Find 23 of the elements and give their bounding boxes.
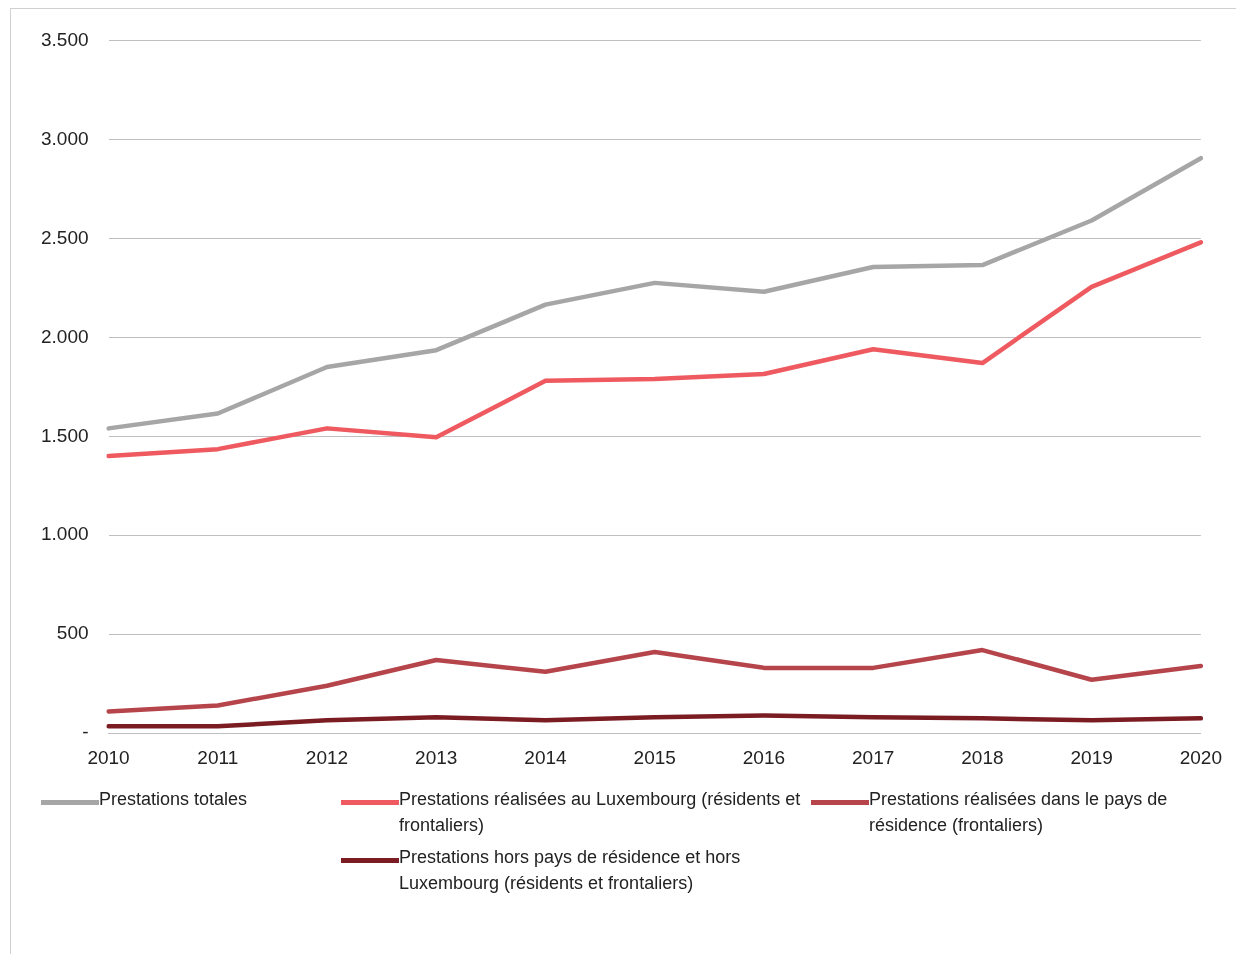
x-tick-label: 2011 (197, 746, 239, 768)
x-tick-label: 2017 (852, 746, 895, 768)
y-tick-label: - (82, 721, 89, 743)
y-tick-label: 3.500 (41, 28, 89, 50)
x-tick-label: 2019 (1070, 746, 1113, 768)
y-tick-label: 2.500 (41, 226, 89, 248)
x-tick-label: 2012 (305, 746, 349, 768)
legend-label: Prestations réalisées au Luxembourg (résidents et frontaliers) (399, 788, 802, 837)
x-tick-label: 2015 (633, 746, 676, 768)
y-tick-label: 1.500 (41, 424, 89, 446)
y-tick-label: 1.000 (41, 523, 89, 545)
legend-label: Prestations hors pays de résidence et hors Luxembourg (résidents et frontaliers) (399, 846, 742, 895)
legend-label: Prestations totales (99, 788, 248, 811)
y-tick-label: 500 (56, 622, 89, 644)
y-tick-label: 3.000 (41, 127, 89, 149)
x-tick-label: 2010 (87, 746, 130, 768)
x-tick-label: 2020 (1179, 746, 1223, 768)
legend-label: Prestations réalisées dans le pays de résidence (frontaliers) (869, 788, 1169, 837)
y-tick-label: 2.000 (41, 325, 89, 347)
x-tick-label: 2016 (742, 746, 786, 768)
x-tick-label: 2014 (524, 746, 568, 768)
x-tick-label: 2013 (415, 746, 458, 768)
x-tick-label: 2018 (961, 746, 1004, 768)
